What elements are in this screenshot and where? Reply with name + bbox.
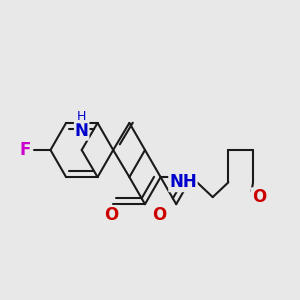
Text: H: H: [76, 108, 87, 121]
Text: N: N: [75, 122, 88, 140]
Text: NH: NH: [169, 173, 197, 191]
Text: O: O: [105, 206, 119, 224]
Text: O: O: [152, 206, 166, 224]
Text: H: H: [77, 110, 86, 123]
Text: F: F: [19, 141, 31, 159]
Text: O: O: [252, 188, 266, 206]
